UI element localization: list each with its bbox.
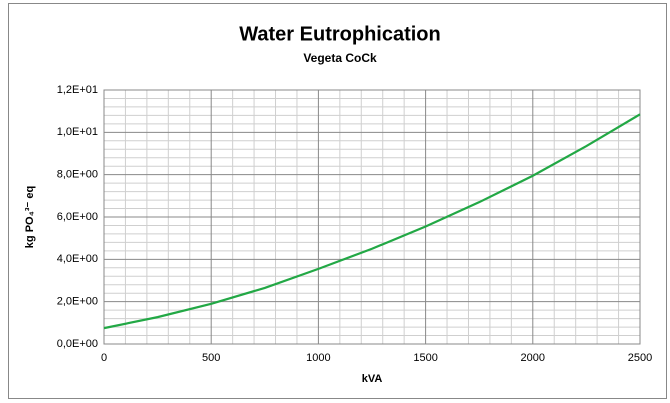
x-tick-label: 2500: [628, 352, 652, 364]
x-tick-label: 0: [101, 352, 107, 364]
x-tick-label: 1500: [413, 352, 437, 364]
chart-title: Water Eutrophication: [239, 23, 440, 45]
x-axis-label: kVA: [362, 373, 383, 385]
y-tick-label: 1,2E+01: [57, 84, 98, 96]
x-tick-label: 1000: [306, 352, 330, 364]
y-axis-label: kg PO₄³⁻ eq: [24, 186, 36, 248]
chart-frame: [8, 3, 667, 399]
y-tick-label: 1,0E+01: [57, 126, 98, 138]
y-tick-label: 2,0E+00: [57, 296, 98, 308]
data-line: [103, 113, 641, 330]
y-tick-label: 4,0E+00: [57, 253, 98, 265]
plot-area: [103, 89, 641, 345]
y-tick-label: 6,0E+00: [57, 211, 98, 223]
y-tick-label: 0,0E+00: [57, 338, 98, 350]
x-tick-label: 2000: [521, 352, 545, 364]
y-tick-label: 8,0E+00: [57, 169, 98, 181]
x-tick-label: 500: [202, 352, 220, 364]
chart-subtitle: Vegeta CoCk: [303, 51, 377, 65]
